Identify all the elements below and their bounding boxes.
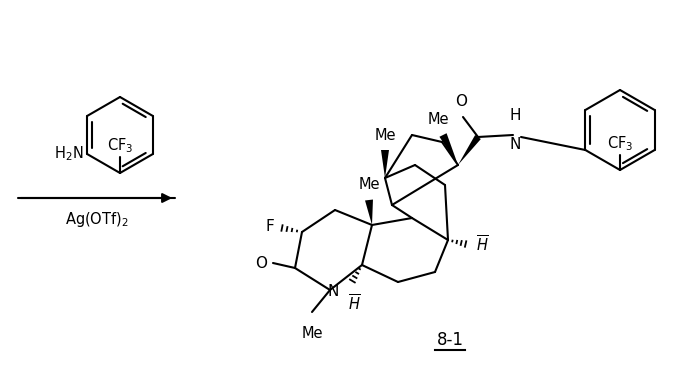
Text: O: O xyxy=(255,256,267,270)
Text: Ag(OTf)$_2$: Ag(OTf)$_2$ xyxy=(65,210,128,229)
Text: Me: Me xyxy=(427,112,449,127)
Text: $\overline{H}$: $\overline{H}$ xyxy=(476,235,489,255)
Polygon shape xyxy=(365,200,373,225)
Text: $\overline{H}$: $\overline{H}$ xyxy=(348,293,360,313)
Text: Me: Me xyxy=(302,326,322,341)
Polygon shape xyxy=(381,150,389,178)
Polygon shape xyxy=(440,133,458,165)
Text: N: N xyxy=(510,137,521,152)
Text: N: N xyxy=(327,285,339,299)
Text: F: F xyxy=(265,219,274,233)
Text: CF$_3$: CF$_3$ xyxy=(107,136,133,155)
Text: Me: Me xyxy=(358,177,380,192)
Text: Me: Me xyxy=(374,128,396,143)
Text: H$_2$N: H$_2$N xyxy=(54,145,83,163)
Text: H: H xyxy=(510,108,521,123)
Text: 8-1: 8-1 xyxy=(436,331,463,349)
Text: O: O xyxy=(455,94,467,109)
Polygon shape xyxy=(458,135,481,165)
Text: CF$_3$: CF$_3$ xyxy=(607,134,633,153)
